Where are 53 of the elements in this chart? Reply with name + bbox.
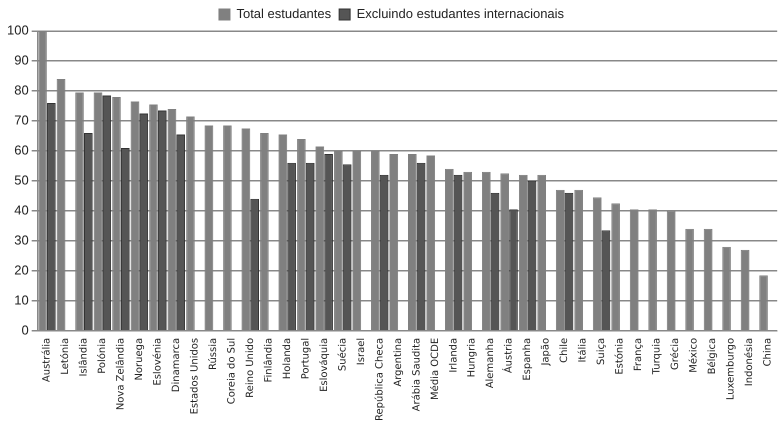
x-tick-label: China: [762, 338, 774, 366]
y-tick-label: 60: [14, 142, 29, 158]
x-tick-label: Austrália: [42, 338, 53, 382]
x-tick-label: Reino Unido: [244, 338, 256, 398]
x-tick-label: Eslováquia: [318, 338, 330, 392]
y-tick-label: 20: [14, 262, 29, 278]
y-tick-label: 10: [14, 292, 29, 308]
x-tick-label: Itália: [578, 338, 589, 363]
x-tick-label: Israel: [356, 338, 367, 366]
x-tick-label: Dinamarca: [170, 338, 182, 392]
x-tick-label: Bélgica: [707, 338, 718, 374]
x-tick-label: Suécia: [337, 338, 348, 372]
x-tick-label: Polónia: [96, 338, 108, 374]
x-tick-label: Hungria: [466, 338, 478, 378]
x-tick-label: Letónia: [60, 338, 72, 375]
x-tick-label: França: [633, 338, 644, 372]
x-tick-label: Islândia: [78, 338, 90, 377]
x-tick-label: Japão: [540, 338, 552, 367]
y-tick-label: 90: [14, 52, 29, 68]
x-tick-label: Grécia: [670, 338, 682, 370]
x-tick-label: Holanda: [282, 338, 293, 380]
x-tick-label: Coreia do Sul: [226, 338, 238, 404]
x-tick-label: República Checa: [374, 338, 386, 422]
x-tick-label: Nova Zelândia: [115, 338, 126, 410]
x-tick-label: Estónia: [614, 338, 626, 375]
y-tick-label: 100: [6, 22, 29, 38]
y-tick-label: 50: [14, 172, 29, 188]
x-tick-label: Eslovénia: [152, 338, 164, 386]
x-tick-label: Arábia Saudita: [411, 338, 422, 412]
x-tick-label: Média OCDE: [430, 338, 441, 400]
legend-label: Total estudantes: [236, 6, 332, 22]
x-tick-label: Turquia: [652, 338, 663, 376]
x-tick-label: Estados Unidos: [189, 338, 200, 414]
y-tick-label: 0: [21, 322, 29, 338]
x-tick-label: Irlanda: [448, 338, 460, 373]
x-tick-label: Noruega: [134, 338, 145, 381]
legend-label: Excluindo estudantes internacionais: [356, 6, 565, 22]
y-tick-label: 40: [14, 202, 29, 218]
x-tick-label: Argentina: [392, 338, 404, 387]
x-tick-label: Rússia: [208, 338, 219, 370]
x-tick-label: Espanha: [522, 338, 534, 381]
x-tick-label: Portugal: [300, 338, 312, 380]
x-tick-label: Áustria: [502, 338, 515, 374]
y-tick-label: 80: [14, 82, 29, 98]
x-tick-label: Indonésia: [744, 338, 756, 386]
x-tick-label: México: [688, 338, 700, 373]
x-tick-label: Suiça: [596, 338, 608, 365]
x-tick-label: Luxemburgo: [726, 338, 737, 400]
x-tick-label: Chile: [559, 338, 570, 363]
y-tick-label: 30: [14, 232, 29, 248]
y-tick-label: 70: [14, 112, 29, 128]
x-tick-label: Alemanha: [485, 338, 496, 388]
x-tick-label: Finlândia: [263, 338, 274, 382]
